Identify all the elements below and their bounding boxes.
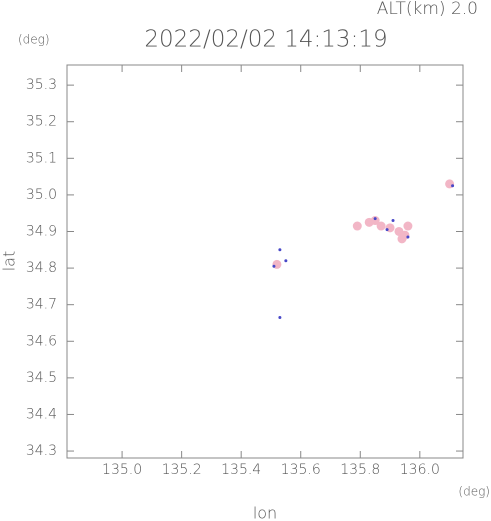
- x-tick-label: 136.0: [400, 462, 440, 478]
- y-tick-label: 35.1: [26, 150, 57, 166]
- echo-point: [376, 221, 386, 231]
- chart-title: 2022/02/02 14:13:19: [144, 27, 387, 53]
- x-tick-label: 135.4: [221, 462, 261, 478]
- y-axis-label: lat: [0, 251, 19, 272]
- x-tick-label: 135.8: [340, 462, 380, 478]
- x-tick-label: 135.2: [162, 462, 202, 478]
- y-tick-label: 34.8: [26, 260, 57, 276]
- x-tick-label: 135.0: [102, 462, 142, 478]
- echo-point: [370, 216, 380, 226]
- y-tick-label: 34.3: [26, 443, 57, 459]
- echo-point: [284, 259, 288, 263]
- echo-point: [352, 221, 362, 231]
- plot-frame: [66, 64, 464, 459]
- y-unit: (deg): [18, 33, 50, 47]
- x-axis-label: lon: [253, 504, 277, 521]
- echo-point: [272, 264, 276, 268]
- y-tick-label: 34.4: [26, 406, 57, 422]
- y-tick-label: 35.2: [26, 114, 57, 130]
- altitude-label: ALT(km) 2.0: [377, 0, 478, 19]
- x-unit: (deg): [458, 485, 490, 499]
- echo-point: [278, 315, 282, 319]
- echo-point: [385, 228, 389, 232]
- y-tick-label: 35.0: [26, 187, 57, 203]
- y-tick-label: 34.9: [26, 223, 57, 239]
- echo-point: [403, 221, 413, 231]
- x-tick-label: 135.6: [281, 462, 321, 478]
- echo-point: [373, 217, 377, 221]
- y-tick-label: 34.5: [26, 370, 57, 386]
- echo-point: [391, 219, 395, 223]
- echo-point: [397, 234, 407, 244]
- echo-point: [406, 235, 410, 239]
- echo-point: [278, 248, 282, 252]
- y-tick-label: 34.6: [26, 333, 57, 349]
- y-tick-label: 35.3: [26, 77, 57, 93]
- y-tick-label: 34.7: [26, 297, 57, 313]
- echo-point: [451, 184, 455, 188]
